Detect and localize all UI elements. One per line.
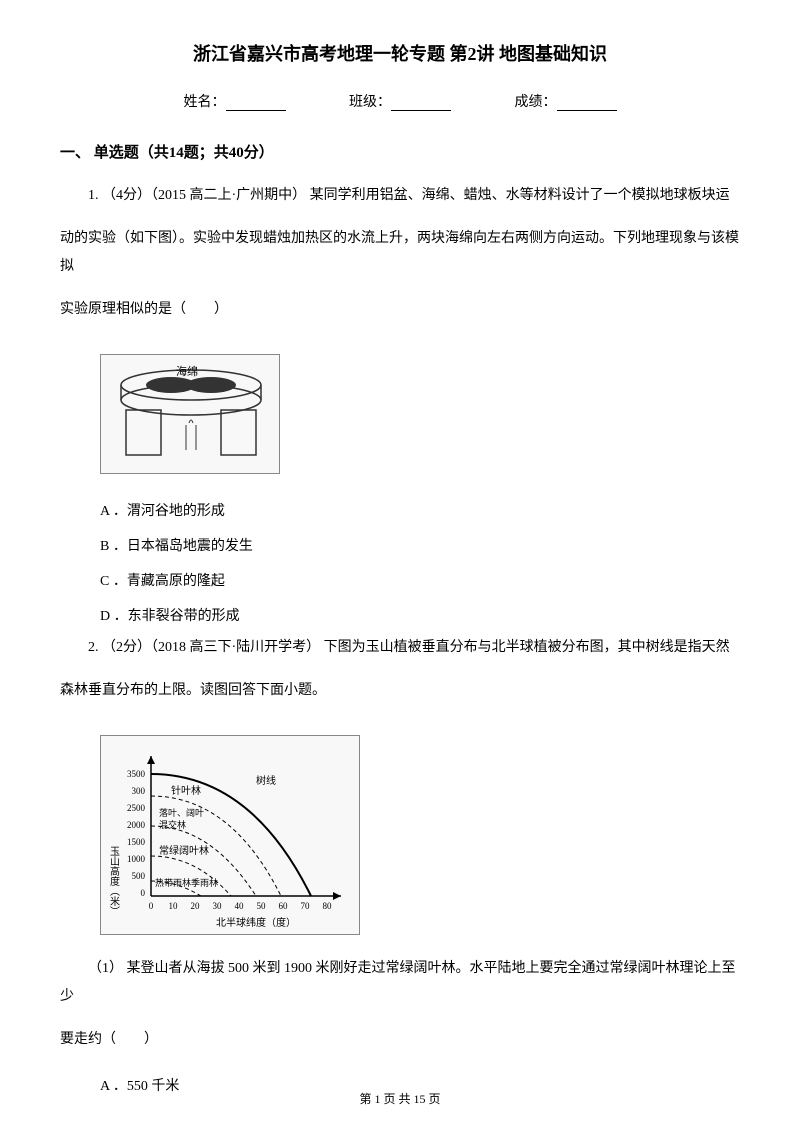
class-blank	[391, 97, 451, 111]
q1-experiment-image: 海绵	[100, 354, 280, 474]
q1-text-2: 动的实验（如下图）。实验中发现蜡烛加热区的水流上升，两块海绵向左右两侧方向运动。…	[60, 225, 740, 281]
svg-text:0: 0	[141, 888, 146, 898]
section-header: 一、 单选题（共14题；共40分）	[60, 141, 740, 162]
svg-text:70: 70	[301, 901, 311, 911]
q2-sub1-text-1: （1） 某登山者从海拔 500 米到 1900 米刚好走过常绿阔叶林。水平陆地上…	[60, 955, 740, 1011]
svg-text:2000: 2000	[127, 820, 146, 830]
svg-text:北半球纬度（度）: 北半球纬度（度）	[216, 916, 296, 929]
info-row: 姓名： 班级： 成绩：	[60, 91, 740, 111]
q1-option-a: A ．渭河谷地的形成	[100, 494, 740, 529]
svg-text:1000: 1000	[127, 854, 146, 864]
svg-text:2500: 2500	[127, 803, 146, 813]
svg-text:50: 50	[257, 901, 267, 911]
svg-text:常绿阔叶林: 常绿阔叶林	[159, 844, 209, 857]
svg-text:针叶林: 针叶林	[171, 784, 201, 797]
q1-image-label: 海绵	[176, 363, 198, 379]
page-footer: 第 1 页 共 15 页	[0, 1090, 800, 1107]
svg-text:60: 60	[279, 901, 289, 911]
svg-text:500: 500	[132, 871, 146, 881]
svg-text:树线: 树线	[256, 774, 276, 787]
q2-sub1-text-2: 要走约（ ）	[60, 1026, 740, 1054]
score-label: 成绩：	[515, 95, 557, 110]
svg-text:40: 40	[235, 901, 245, 911]
name-blank	[226, 97, 286, 111]
q1-text-3: 实验原理相似的是（ ）	[60, 296, 740, 324]
q1-option-c: C ．青藏高原的隆起	[100, 564, 740, 599]
svg-text:落叶、阔叶: 落叶、阔叶	[159, 807, 204, 818]
svg-text:热带雨林季雨林: 热带雨林季雨林	[155, 877, 218, 888]
q1-option-d: D ．东非裂谷带的形成	[100, 599, 740, 634]
svg-text:300: 300	[132, 786, 146, 796]
svg-text:30: 30	[213, 901, 223, 911]
score-blank	[557, 97, 617, 111]
page-title: 浙江省嘉兴市高考地理一轮专题 第2讲 地图基础知识	[60, 40, 740, 66]
svg-text:混交林: 混交林	[159, 819, 186, 830]
svg-text:玉山高度（米）: 玉山高度（米）	[108, 846, 120, 916]
class-label: 班级：	[349, 95, 391, 110]
q1-text-1: 1. （4分）（2015 高二上·广州期中） 某同学利用铝盆、海绵、蜡烛、水等材…	[60, 182, 740, 210]
svg-text:20: 20	[191, 901, 201, 911]
q1-option-b: B ．日本福岛地震的发生	[100, 529, 740, 564]
q2-chart-image: 0 500 1000 1500 2000 2500 300 3500 0 10 …	[100, 735, 360, 935]
score-field: 成绩：	[515, 91, 617, 111]
svg-text:80: 80	[323, 901, 333, 911]
name-label: 姓名：	[184, 95, 226, 110]
q2-text-2: 森林垂直分布的上限。读图回答下面小题。	[60, 677, 740, 705]
q2-text-1: 2. （2分）（2018 高三下·陆川开学考） 下图为玉山植被垂直分布与北半球植…	[60, 634, 740, 662]
class-field: 班级：	[349, 91, 451, 111]
svg-text:3500: 3500	[127, 769, 146, 779]
svg-text:0: 0	[149, 901, 154, 911]
svg-text:1500: 1500	[127, 837, 146, 847]
name-field: 姓名：	[184, 91, 286, 111]
svg-text:10: 10	[169, 901, 179, 911]
